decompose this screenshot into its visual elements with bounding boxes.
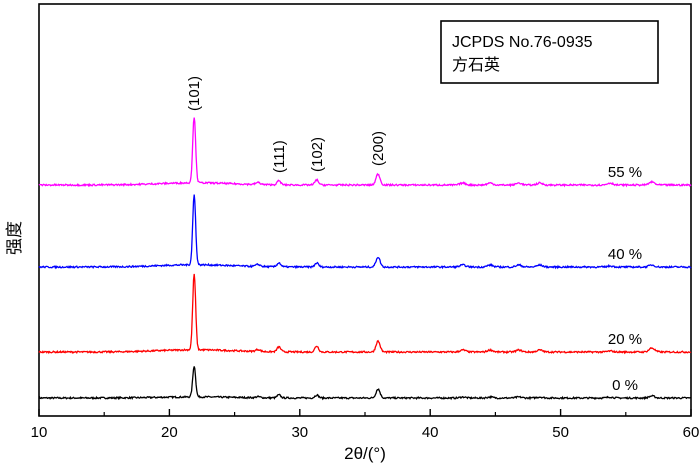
x-tick-label: 20 bbox=[161, 424, 178, 441]
x-axis-ticks: 10 20 30 40 50 60 bbox=[31, 409, 700, 441]
series-line bbox=[38, 117, 692, 188]
x-tick-label: 40 bbox=[422, 424, 439, 441]
legend-line-2: 方石英 bbox=[452, 55, 500, 74]
legend-frame bbox=[440, 20, 659, 84]
series-label: 0 % bbox=[612, 377, 638, 394]
y-axis-title: 强度 bbox=[5, 221, 25, 255]
series-label: 40 % bbox=[608, 246, 642, 263]
x-tick-label: 60 bbox=[683, 424, 700, 441]
peak-label: (102) bbox=[309, 137, 326, 172]
legend-box: JCPDS No.76-0935 方石英 bbox=[440, 20, 659, 84]
peak-label: (200) bbox=[370, 131, 387, 166]
series-label: 55 % bbox=[608, 164, 642, 181]
x-tick-label: 50 bbox=[552, 424, 569, 441]
series-line bbox=[38, 273, 692, 355]
series-line bbox=[38, 366, 692, 401]
legend-line-1: JCPDS No.76-0935 bbox=[452, 34, 593, 51]
series-labels: 0 % 20 % 40 % 55 % bbox=[608, 164, 642, 394]
peak-label: (111) bbox=[271, 140, 288, 173]
x-axis-title: 2θ/(°) bbox=[344, 444, 386, 463]
peak-labels: (101) (111) (102) (200) bbox=[186, 76, 387, 173]
series-line bbox=[38, 194, 692, 270]
x-tick-label: 30 bbox=[291, 424, 308, 441]
x-tick-label: 10 bbox=[31, 424, 48, 441]
series-label: 20 % bbox=[608, 331, 642, 348]
series-layer bbox=[38, 117, 692, 401]
peak-label: (101) bbox=[186, 76, 203, 111]
